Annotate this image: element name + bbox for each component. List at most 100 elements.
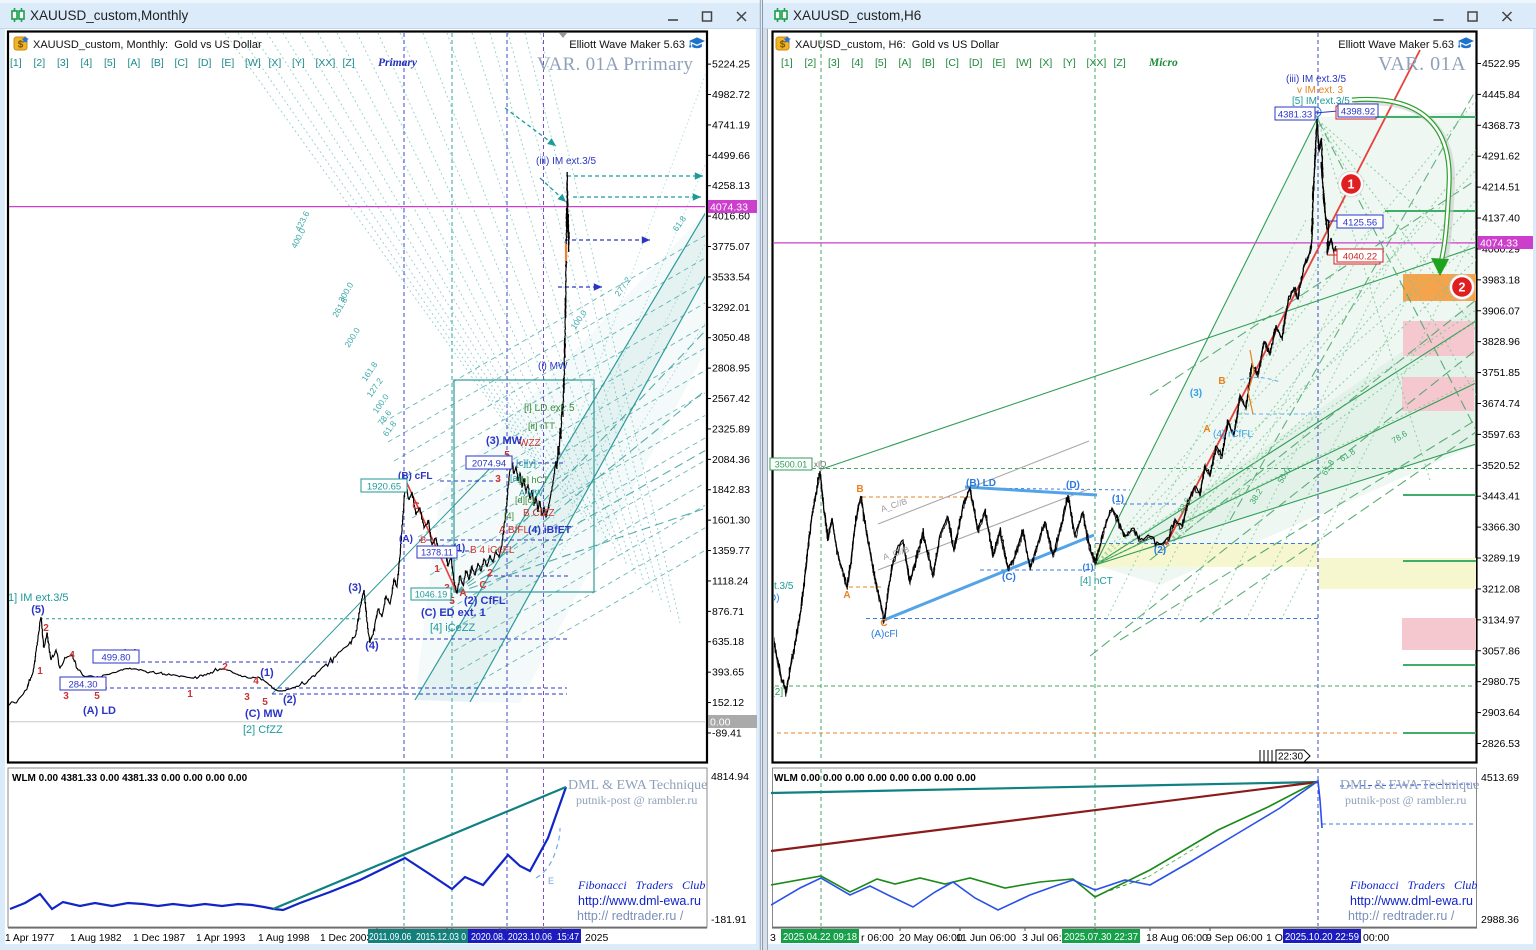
svg-text:3500.01: 3500.01 <box>775 460 808 470</box>
svg-text:3057.86: 3057.86 <box>1482 645 1520 657</box>
svg-text:[4]: [4] <box>81 57 93 69</box>
svg-text:1 Aug 1982: 1 Aug 1982 <box>70 933 122 944</box>
svg-text:[W]: [W] <box>1016 57 1032 69</box>
svg-text:2025.04.22 09:18: 2025.04.22 09:18 <box>783 932 858 943</box>
svg-text:[XX]: [XX] <box>1087 57 1107 69</box>
svg-text:(C) ED ext. 1: (C) ED ext. 1 <box>421 607 486 619</box>
svg-text:3 Jul 06:0: 3 Jul 06:0 <box>1022 932 1068 944</box>
svg-text:1601.30: 1601.30 <box>712 515 750 527</box>
svg-text:http://www.dml-ewa.ru: http://www.dml-ewa.ru <box>1350 894 1473 908</box>
svg-text:3597.63: 3597.63 <box>1482 429 1520 441</box>
svg-text:WZZ: WZZ <box>519 438 541 449</box>
svg-text:11 Jun 06:00: 11 Jun 06:00 <box>956 932 1016 944</box>
svg-text:xt.3/5: xt.3/5 <box>769 581 794 592</box>
svg-text:$: $ <box>780 40 786 51</box>
svg-text:(2): (2) <box>283 694 297 706</box>
svg-text:WLM 0.00 4381.33 0.00 4381.33: WLM 0.00 4381.33 0.00 4381.33 0.00 0.00 … <box>12 773 248 784</box>
svg-text:1118.24: 1118.24 <box>712 575 749 587</box>
svg-text:-89.41: -89.41 <box>712 727 742 739</box>
svg-text:[W]: [W] <box>245 57 261 69</box>
svg-text:(D): (D) <box>1066 480 1080 491</box>
svg-text:5: 5 <box>94 691 100 702</box>
svg-text:[C]: [C] <box>946 57 960 69</box>
svg-text:1 Apr 1977: 1 Apr 1977 <box>5 933 55 944</box>
svg-text:[5]: [5] <box>104 57 116 69</box>
svg-text:[D]: [D] <box>198 57 212 69</box>
svg-text:2: 2 <box>487 568 493 579</box>
svg-text:1: 1 <box>1348 178 1355 192</box>
svg-text:r 06:00: r 06:00 <box>861 932 894 944</box>
svg-text:499.80: 499.80 <box>101 653 130 664</box>
svg-text:[C]: [C] <box>175 57 189 69</box>
svg-text:[5]: [5] <box>875 57 887 69</box>
svg-text:[E]: [E] <box>222 57 235 69</box>
svg-text:http:// redtrader.ru /: http:// redtrader.ru / <box>1348 909 1455 923</box>
svg-text:DML & EWA Technique: DML & EWA Technique <box>568 778 707 793</box>
svg-text:2025: 2025 <box>585 932 609 944</box>
svg-text:(C): (C) <box>1002 572 1016 583</box>
svg-text:[ii] rTT: [ii] rTT <box>528 421 555 432</box>
svg-text:2011.09.06 2015.12.03 0: 2011.09.06 2015.12.03 0 <box>369 932 466 943</box>
svg-text:0.00: 0.00 <box>710 717 731 729</box>
svg-text:393.65: 393.65 <box>712 667 744 679</box>
svg-text:http:// redtrader.ru /: http:// redtrader.ru / <box>577 909 684 923</box>
svg-text:WLM 0.00 0.00 0.00 0.00 0.00 0: WLM 0.00 0.00 0.00 0.00 0.00 0.00 0.00 0… <box>774 773 976 784</box>
svg-text:1: 1 <box>37 666 43 677</box>
svg-text:D): D) <box>769 593 780 604</box>
svg-text:9 Sep 06:00: 9 Sep 06:00 <box>1206 932 1263 944</box>
svg-text:(1): (1) <box>1112 494 1124 505</box>
svg-text:4125.56: 4125.56 <box>1343 218 1377 229</box>
svg-text:4398.92: 4398.92 <box>1341 107 1375 118</box>
svg-text:[2]: [2] <box>34 57 46 69</box>
svg-text:B 4 iCeFL: B 4 iCeFL <box>470 545 515 556</box>
svg-text:2020.08. 2023.10.06 15:47: 2020.08. 2023.10.06 15:47 <box>471 932 579 943</box>
svg-text:(A) LD: (A) LD <box>83 705 116 717</box>
svg-text:4074.33: 4074.33 <box>1480 238 1518 250</box>
svg-text:2567.42: 2567.42 <box>712 393 750 405</box>
svg-text:4499.66: 4499.66 <box>712 150 750 162</box>
svg-text:4368.73: 4368.73 <box>1482 120 1520 132</box>
svg-text:[1]: [1] <box>10 57 22 69</box>
svg-text:2980.75: 2980.75 <box>1482 676 1520 688</box>
svg-text:XAUUSD_custom, Monthly: Gold: XAUUSD_custom, Monthly: Gold vs US Dolla… <box>33 39 262 51</box>
svg-text:(3): (3) <box>348 582 362 594</box>
svg-text:1842.83: 1842.83 <box>712 484 750 496</box>
svg-text:4982.72: 4982.72 <box>712 89 750 101</box>
svg-text:Fibonacci Traders Club: Fibonacci Traders Club <box>1349 878 1477 892</box>
svg-text:[Z]: [Z] <box>1114 57 1126 69</box>
svg-text:[B]: [B] <box>922 57 935 69</box>
svg-text:3751.85: 3751.85 <box>1482 367 1520 379</box>
svg-text:4445.84: 4445.84 <box>1482 89 1520 101</box>
svg-text:v IM ext. 3: v IM ext. 3 <box>1297 85 1344 96</box>
svg-text:3050.48: 3050.48 <box>712 332 750 344</box>
svg-text:A: A <box>459 588 466 599</box>
svg-text:22:30: 22:30 <box>1278 752 1303 763</box>
svg-text:4: 4 <box>253 676 259 687</box>
svg-text:XAUUSD_custom, H6: Gold vs US: XAUUSD_custom, H6: Gold vs US Dollar <box>795 39 1000 51</box>
svg-text:1378.11: 1378.11 <box>421 548 453 558</box>
svg-text:1359.77: 1359.77 <box>712 545 750 557</box>
svg-text:Elliott Wave Maker 5.63: Elliott Wave Maker 5.63 <box>1338 39 1454 51</box>
svg-text:2903.64: 2903.64 <box>1482 707 1520 719</box>
svg-text:4291.62: 4291.62 <box>1482 151 1520 163</box>
svg-text:(4): (4) <box>365 640 379 652</box>
svg-text:-181.91: -181.91 <box>711 914 747 926</box>
svg-text:4: 4 <box>69 650 75 661</box>
svg-text:B: B <box>420 535 426 546</box>
svg-text:2: 2 <box>43 623 49 634</box>
svg-text:B: B <box>856 484 863 495</box>
svg-text:(A): (A) <box>399 534 413 545</box>
svg-text:2: 2 <box>1459 281 1466 295</box>
svg-text:VAR. 01A Prrimary: VAR. 01A Prrimary <box>537 54 693 75</box>
svg-text:3289.19: 3289.19 <box>1482 553 1520 565</box>
svg-text:2025.10.20 22:59: 2025.10.20 22:59 <box>1285 932 1359 943</box>
svg-text:876.71: 876.71 <box>712 606 744 618</box>
svg-text:2826.53: 2826.53 <box>1482 738 1520 750</box>
svg-text:[Y]: [Y] <box>1063 57 1076 69</box>
svg-text:A BfFL: A BfFL <box>499 525 529 536</box>
svg-text:putnik-post @ rambler.ru: putnik-post @ rambler.ru <box>1345 793 1466 807</box>
svg-text:2325.89: 2325.89 <box>712 423 750 435</box>
svg-text:[E]: [E] <box>993 57 1006 69</box>
svg-text:1] IM ext.3/5: 1] IM ext.3/5 <box>8 592 69 604</box>
svg-text:1046.19: 1046.19 <box>415 590 448 600</box>
